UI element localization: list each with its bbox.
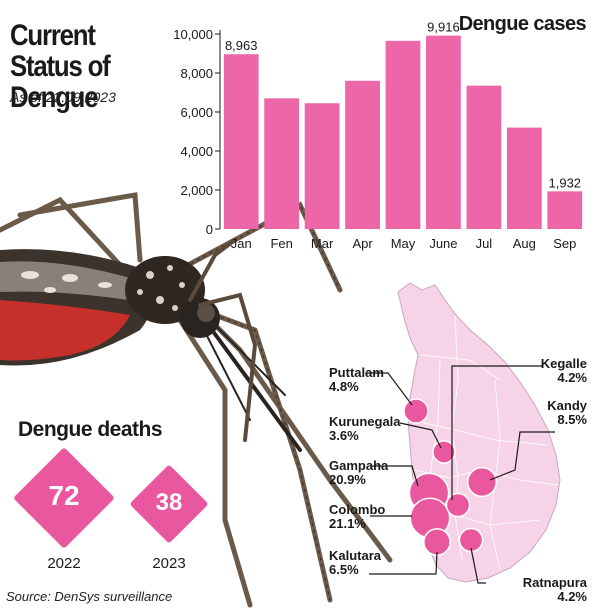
district-label-colombo: Colombo 21.1% <box>329 503 385 531</box>
district-pct: 4.2% <box>557 589 587 604</box>
y-tick-label: 0 <box>206 222 213 237</box>
district-pct: 4.8% <box>329 379 359 394</box>
deaths-value-2022: 72 <box>48 480 80 511</box>
district-pct: 3.6% <box>329 428 359 443</box>
bar-sep <box>547 191 583 229</box>
district-label-ratnapura: Ratnapura 4.2% <box>523 576 587 604</box>
district-pct: 21.1% <box>329 516 366 531</box>
leader-line-kurunegala <box>399 422 442 449</box>
leader-line-kalutara <box>369 551 438 575</box>
x-tick-label: Fen <box>270 236 292 251</box>
district-name: Kegalle <box>540 356 587 371</box>
x-tick-label: Apr <box>352 236 373 251</box>
y-tick-label: 4,000 <box>180 144 213 159</box>
deaths-title: Dengue deaths <box>18 418 163 441</box>
district-pct: 8.5% <box>557 412 587 427</box>
x-tick-label: Sep <box>553 236 576 251</box>
x-tick-label: Jul <box>476 236 493 251</box>
district-label-kegalle: Kegalle 4.2% <box>541 357 587 385</box>
bar-apr <box>345 80 380 229</box>
x-tick-label: Aug <box>513 236 536 251</box>
page-title: Current Status of Dengue <box>10 19 111 114</box>
bar-jul <box>466 85 502 229</box>
deaths-year-2023: 2023 <box>152 555 186 572</box>
y-tick-label: 8,000 <box>180 66 213 81</box>
deaths-year-2022: 2022 <box>47 555 81 572</box>
district-name: Kandy <box>547 398 587 413</box>
y-tick-label: 6,000 <box>180 105 213 120</box>
leader-line-ratnapura <box>470 547 486 584</box>
bubble-kalutara <box>423 528 451 556</box>
bubble-kurunegala <box>432 440 456 464</box>
district-name: Kalutara <box>329 548 382 563</box>
district-pct: 4.2% <box>557 370 587 385</box>
bar-jan <box>223 54 259 230</box>
data-label: 9,916 <box>427 20 460 35</box>
chart-legend-label: Dengue cases <box>458 13 587 35</box>
leader-line-kegalle <box>451 365 542 500</box>
data-label: 8,963 <box>225 38 258 53</box>
district-name: Kurunegala <box>329 414 401 429</box>
district-name: Ratnapura <box>522 575 587 590</box>
district-name: Colombo <box>329 502 386 517</box>
leader-line-puttalam <box>365 372 413 406</box>
district-label-kandy: Kandy 8.5% <box>547 399 587 427</box>
bar-mar <box>304 103 340 229</box>
bubble-puttalam <box>403 398 429 424</box>
dengue-cases-bar-chart: 10,000 8,000 6,000 4,000 2,000 0 Jan Fen Mar Apr… <box>173 20 583 251</box>
district-pct: 20.9% <box>329 472 366 487</box>
x-tick-label: May <box>391 236 416 251</box>
bubble-ratnapura <box>458 527 484 553</box>
x-tick-label: June <box>429 236 457 251</box>
bar-may <box>385 40 421 230</box>
district-label-kalutara: Kalutara 6.5% <box>329 549 381 577</box>
y-tick-label: 10,000 <box>173 27 213 42</box>
bubble-kandy <box>466 466 498 498</box>
bar-fen <box>264 98 300 229</box>
x-tick-label: Mar <box>311 236 334 251</box>
y-tick-label: 2,000 <box>180 183 213 198</box>
deaths-value-2023: 38 <box>155 489 183 516</box>
district-name: Gampaha <box>329 458 389 473</box>
bar-aug <box>506 127 542 229</box>
as-of-date: As of 22.09.2023 <box>10 89 116 105</box>
district-label-gampaha: Gampaha 20.9% <box>329 459 388 487</box>
data-label: 1,932 <box>549 175 582 190</box>
x-tick-label: Jan <box>231 236 252 251</box>
leader-line-gampaha <box>370 465 419 487</box>
district-pct: 6.5% <box>329 562 359 577</box>
leader-line-kandy <box>489 431 555 481</box>
district-label-kurunegala: Kurunegala 3.6% <box>329 415 401 443</box>
district-label-puttalam: Puttalam 4.8% <box>329 366 384 394</box>
source-note: Source: DenSys surveillance <box>6 589 173 604</box>
district-name: Puttalam <box>329 365 384 380</box>
bar-june <box>426 35 461 229</box>
bubble-kegalle <box>445 492 471 518</box>
